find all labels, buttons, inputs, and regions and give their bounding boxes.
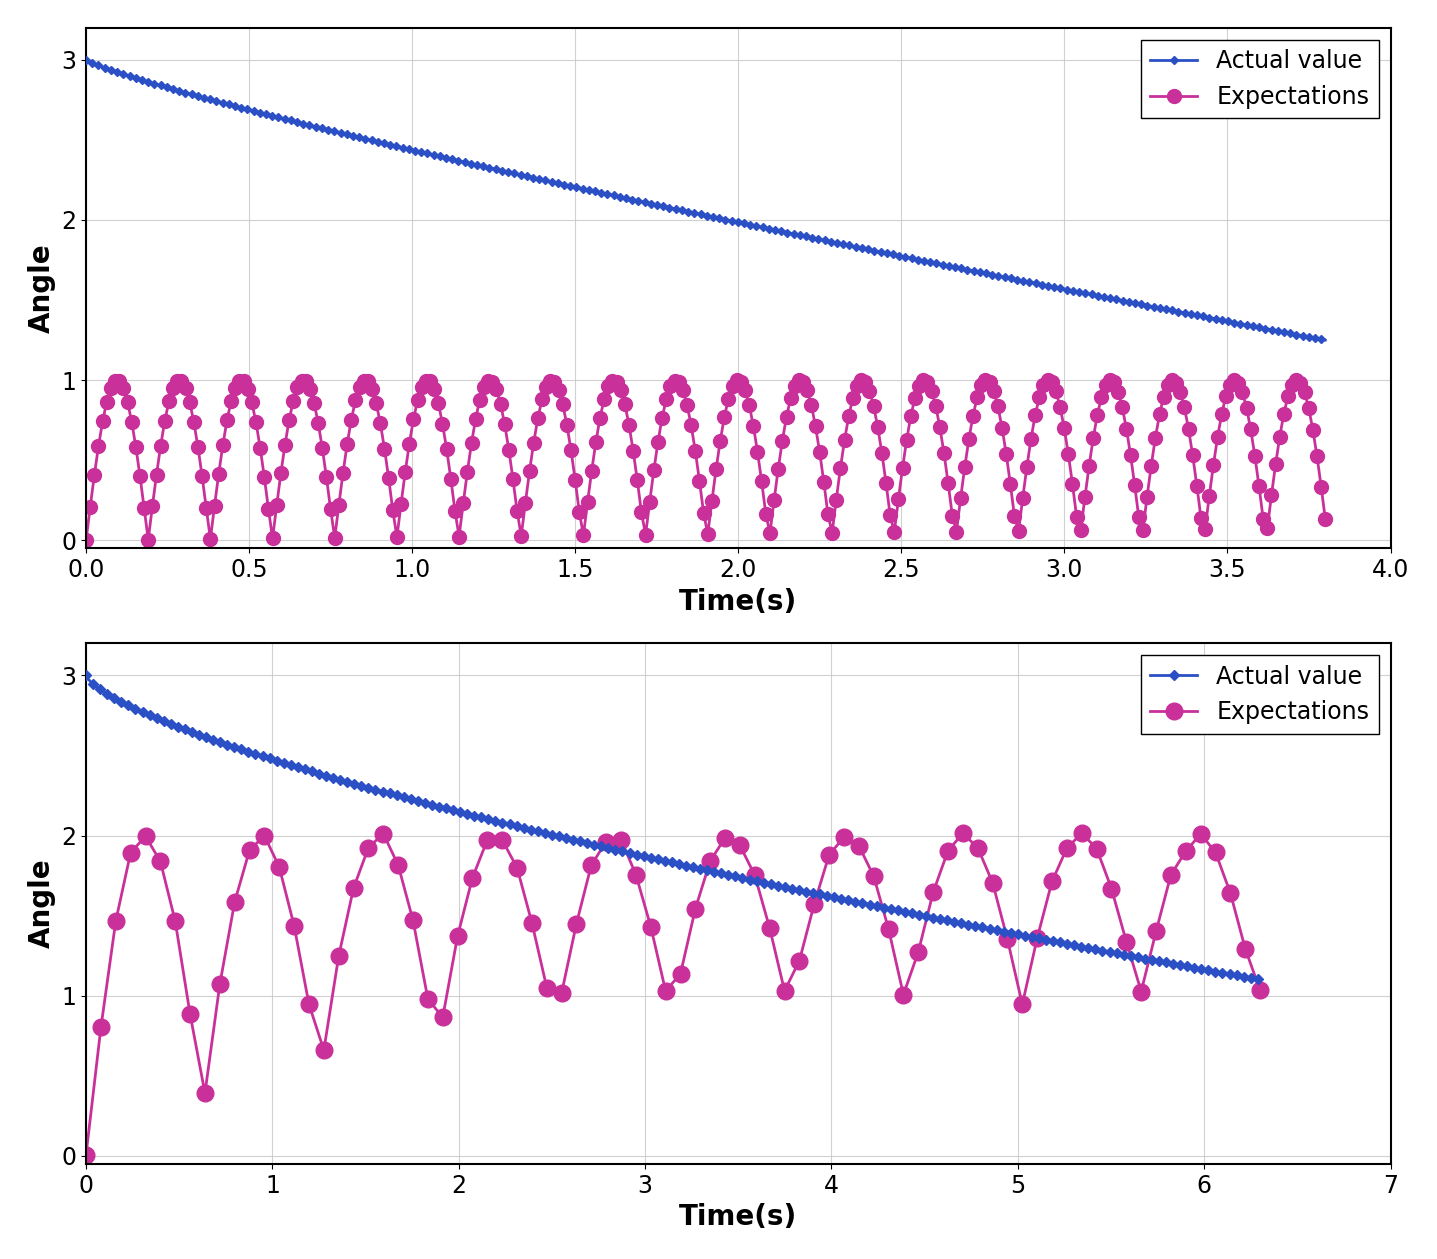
Expectations [1073, 826, 1091, 841]
Expectations [776, 983, 793, 998]
Actual value [78, 667, 95, 682]
Actual value [397, 141, 414, 156]
Actual value [1316, 332, 1334, 347]
Expectations [82, 500, 99, 515]
X-axis label: Time(s): Time(s) [680, 1204, 798, 1231]
Legend: Actual value, Expectations: Actual value, Expectations [1141, 655, 1378, 734]
Actual value [1040, 933, 1058, 948]
Actual value [1252, 972, 1269, 987]
Y-axis label: Angle: Angle [27, 243, 56, 332]
Actual value [638, 195, 655, 210]
Actual value [642, 850, 660, 865]
Expectations [1316, 511, 1334, 526]
Expectations [1122, 447, 1140, 462]
Expectations [815, 475, 832, 490]
Actual value [713, 866, 730, 881]
Line: Expectations: Expectations [79, 373, 1332, 548]
Actual value [905, 251, 923, 266]
Actual value [78, 53, 95, 68]
X-axis label: Time(s): Time(s) [680, 588, 798, 616]
Actual value [808, 232, 825, 247]
Expectations [78, 1147, 95, 1162]
Expectations [790, 953, 808, 968]
Actual value [1010, 272, 1027, 287]
Expectations [810, 444, 828, 460]
Line: Actual value: Actual value [83, 57, 1328, 342]
Legend: Actual value, Expectations: Actual value, Expectations [1141, 39, 1378, 118]
Expectations [836, 433, 854, 448]
Actual value [776, 880, 793, 895]
Expectations [879, 922, 897, 937]
Actual value [635, 849, 652, 864]
Expectations [1201, 488, 1219, 504]
Line: Expectations: Expectations [78, 825, 1269, 1163]
Line: Actual value: Actual value [82, 672, 1263, 983]
Expectations [78, 533, 95, 548]
Expectations [1132, 985, 1150, 1000]
Expectations [1288, 373, 1305, 388]
Y-axis label: Angle: Angle [27, 859, 56, 948]
Expectations [835, 830, 852, 845]
Actual value [296, 117, 313, 132]
Expectations [1252, 983, 1269, 998]
Actual value [1223, 967, 1240, 982]
Expectations [598, 835, 615, 850]
